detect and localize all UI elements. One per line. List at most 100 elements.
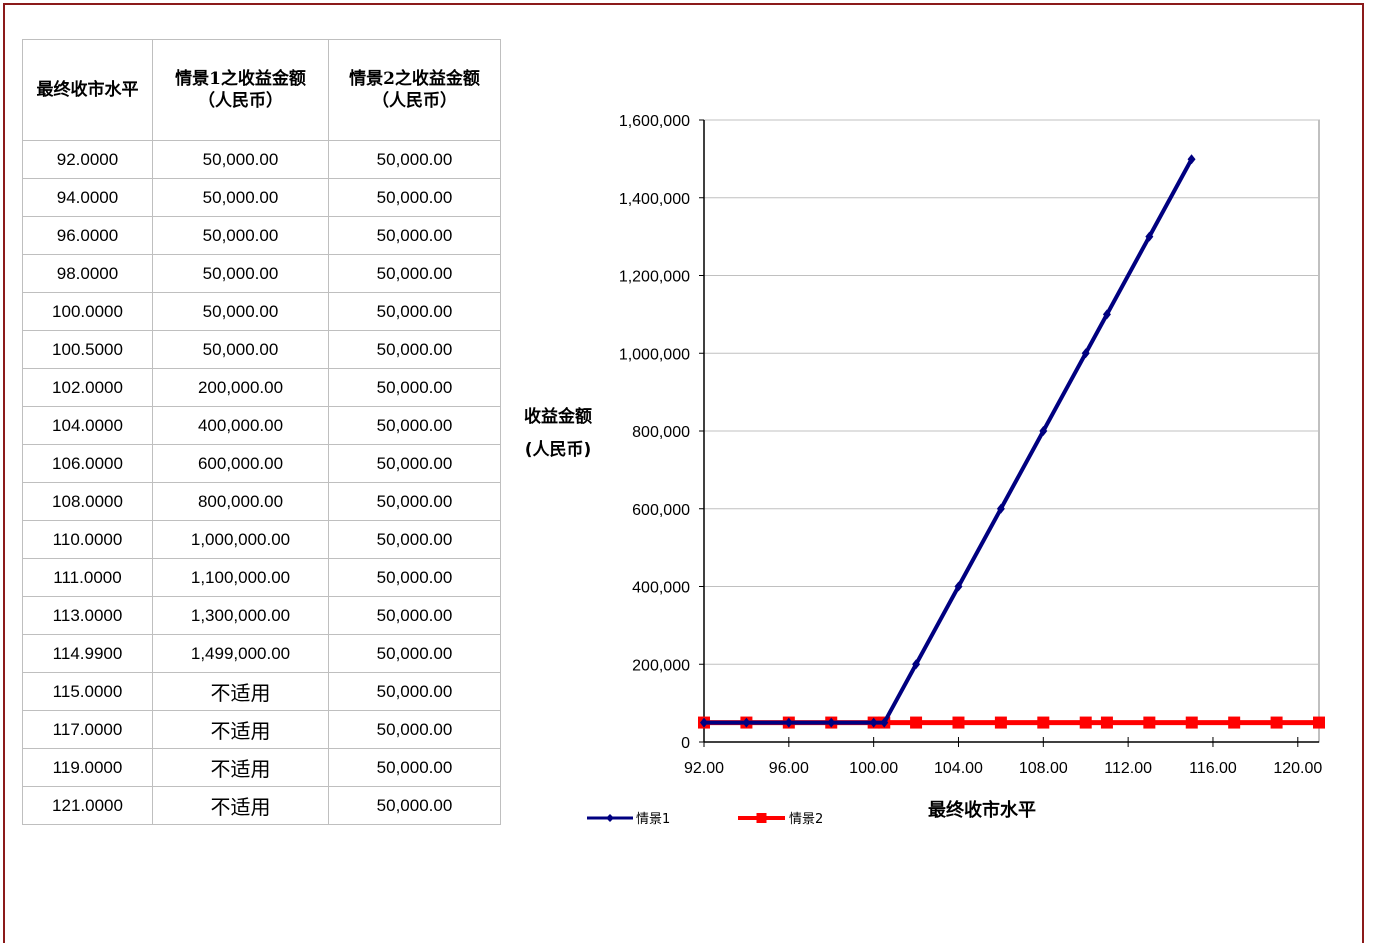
table-row: 96.0000 50,000.00 50,000.00 xyxy=(22,216,501,255)
cell-scenario2-payout: 50,000.00 xyxy=(328,634,501,673)
cell-scenario2-payout: 50,000.00 xyxy=(328,596,501,635)
series-1-point xyxy=(1081,348,1090,359)
table-row: 92.0000 50,000.00 50,000.00 xyxy=(22,140,501,179)
table-row: 114.9900 1,499,000.00 50,000.00 xyxy=(22,634,501,673)
series-2-point xyxy=(1270,716,1283,729)
table-row: 98.0000 50,000.00 50,000.00 xyxy=(22,254,501,293)
series-1-point xyxy=(880,717,889,728)
y-tick-label: 400,000 xyxy=(632,580,690,597)
series-1-point xyxy=(1039,426,1048,436)
y-tick-label: 200,000 xyxy=(632,657,690,674)
table-header-row: 最终收市水平 情景1之收益金额（人民币） 情景2之收益金额（人民币） xyxy=(22,39,501,141)
cell-scenario2-payout: 50,000.00 xyxy=(328,216,501,255)
cell-final-level: 106.0000 xyxy=(22,444,153,483)
cell-final-level: 114.9900 xyxy=(22,634,153,673)
x-tick-label: 112.00 xyxy=(1104,760,1152,777)
series-1-point xyxy=(954,581,963,592)
cell-scenario1-payout: 50,000.00 xyxy=(152,140,329,179)
cell-scenario1-payout: 800,000.00 xyxy=(152,482,329,521)
cell-final-level: 115.0000 xyxy=(22,672,153,711)
series-1-point xyxy=(827,717,836,728)
series-1-point xyxy=(1102,309,1111,320)
cell-scenario2-payout: 50,000.00 xyxy=(328,254,501,293)
table-row: 108.0000 800,000.00 50,000.00 xyxy=(22,482,501,521)
cell-final-level: 117.0000 xyxy=(22,710,153,749)
cell-final-level: 94.0000 xyxy=(22,178,153,217)
cell-scenario1-payout: 50,000.00 xyxy=(152,216,329,255)
series-2-point xyxy=(994,716,1007,729)
series-1-point xyxy=(996,503,1005,514)
x-tick-label: 108.00 xyxy=(1019,760,1068,777)
x-tick-label: 100.00 xyxy=(849,760,898,777)
cell-scenario1-payout: 200,000.00 xyxy=(152,368,329,407)
legend-label-2: 情景2 xyxy=(789,812,823,827)
y-tick-label: 1,400,000 xyxy=(619,191,690,208)
cell-scenario2-payout: 50,000.00 xyxy=(328,292,501,331)
cell-scenario2-payout: 50,000.00 xyxy=(328,444,501,483)
cell-scenario2-payout: 50,000.00 xyxy=(328,520,501,559)
legend-label-1: 情景1 xyxy=(636,812,670,827)
y-tick-label: 1,000,000 xyxy=(619,346,690,363)
series-1-point xyxy=(742,717,751,728)
table-row: 104.0000 400,000.00 50,000.00 xyxy=(22,406,501,445)
cell-scenario2-payout: 50,000.00 xyxy=(328,178,501,217)
cell-scenario1-payout: 不适用 xyxy=(152,710,329,749)
payout-chart: 0 200,000 400,000 600,000 800,000 1,000,000 1,… xyxy=(524,113,1325,827)
header-final-level: 最终收市水平 xyxy=(22,39,153,141)
table-row: 111.0000 1,100,000.00 50,000.00 xyxy=(22,558,501,597)
page-border xyxy=(3,3,1364,943)
series-2-point xyxy=(910,716,923,729)
cell-final-level: 92.0000 xyxy=(22,140,153,179)
cell-final-level: 110.0000 xyxy=(22,520,153,559)
x-tick-label: 120.00 xyxy=(1273,760,1322,777)
cell-scenario2-payout: 50,000.00 xyxy=(328,406,501,445)
cell-final-level: 102.0000 xyxy=(22,368,153,407)
table-body: 92.0000 50,000.00 50,000.00 94.0000 50,000.0… xyxy=(22,140,501,825)
series-1-point xyxy=(784,717,793,728)
series-line-1 xyxy=(704,158,1194,725)
x-tick-label: 92.00 xyxy=(684,760,724,777)
series-1-point xyxy=(912,659,921,670)
x-tick-label: 104.00 xyxy=(934,760,983,777)
x-tick-label: 116.00 xyxy=(1189,760,1237,777)
table-row: 121.0000 不适用 50,000.00 xyxy=(22,786,501,825)
y-tick-label: 600,000 xyxy=(632,502,690,519)
series-2-point xyxy=(1143,716,1156,729)
cell-scenario2-payout: 50,000.00 xyxy=(328,748,501,787)
table-row: 119.0000 不适用 50,000.00 xyxy=(22,748,501,787)
x-tick-label: 96.00 xyxy=(769,760,809,777)
cell-scenario1-payout: 不适用 xyxy=(152,672,329,711)
series-2-point xyxy=(952,716,965,729)
cell-scenario2-payout: 50,000.00 xyxy=(328,368,501,407)
cell-scenario1-payout: 50,000.00 xyxy=(152,330,329,369)
series-2-point xyxy=(1313,716,1325,729)
legend-marker-2 xyxy=(756,813,767,823)
table-row: 102.0000 200,000.00 50,000.00 xyxy=(22,368,501,407)
cell-final-level: 121.0000 xyxy=(22,786,153,825)
cell-scenario1-payout: 1,000,000.00 xyxy=(152,520,329,559)
cell-final-level: 98.0000 xyxy=(22,254,153,293)
cell-scenario1-payout: 1,100,000.00 xyxy=(152,558,329,597)
series-2-point xyxy=(1185,716,1198,729)
cell-scenario2-payout: 50,000.00 xyxy=(328,482,501,521)
cell-scenario2-payout: 50,000.00 xyxy=(328,330,501,369)
y-tick-label: 1,200,000 xyxy=(619,269,690,286)
cell-final-level: 100.0000 xyxy=(22,292,153,331)
cell-scenario1-payout: 1,499,000.00 xyxy=(152,634,329,673)
x-axis-title: 最终收市水平 xyxy=(928,799,1036,821)
cell-scenario2-payout: 50,000.00 xyxy=(328,558,501,597)
legend-marker-1 xyxy=(606,814,614,822)
cell-final-level: 104.0000 xyxy=(22,406,153,445)
cell-scenario1-payout: 不适用 xyxy=(152,748,329,787)
cell-scenario1-payout: 50,000.00 xyxy=(152,292,329,331)
cell-scenario1-payout: 不适用 xyxy=(152,786,329,825)
series-2-point xyxy=(1037,716,1050,729)
table-row: 100.0000 50,000.00 50,000.00 xyxy=(22,292,501,331)
cell-final-level: 100.5000 xyxy=(22,330,153,369)
series-2-point xyxy=(1100,716,1113,729)
cell-final-level: 113.0000 xyxy=(22,596,153,635)
series-1-point xyxy=(1187,154,1196,165)
cell-scenario2-payout: 50,000.00 xyxy=(328,786,501,825)
series-2-point xyxy=(1228,716,1241,729)
y-axis-label: 收益金额 xyxy=(524,406,592,427)
